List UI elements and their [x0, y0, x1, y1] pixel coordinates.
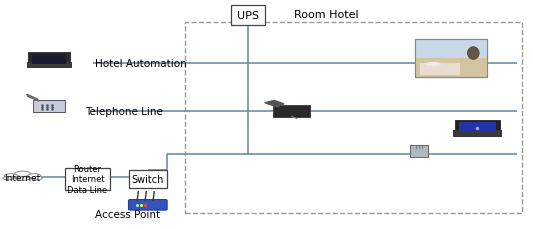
Text: Access Point: Access Point [94, 209, 160, 219]
Text: Router
Internet
Data Line: Router Internet Data Line [68, 164, 108, 194]
FancyBboxPatch shape [415, 39, 487, 77]
FancyBboxPatch shape [27, 63, 71, 68]
Ellipse shape [15, 177, 30, 180]
FancyBboxPatch shape [454, 131, 501, 136]
Ellipse shape [28, 174, 41, 178]
FancyBboxPatch shape [128, 171, 167, 188]
Text: Hotel Automation: Hotel Automation [95, 59, 187, 69]
FancyBboxPatch shape [415, 39, 487, 58]
FancyBboxPatch shape [455, 120, 499, 134]
FancyBboxPatch shape [459, 122, 496, 132]
Text: Room Hotel: Room Hotel [294, 10, 359, 19]
FancyBboxPatch shape [34, 100, 65, 113]
Polygon shape [27, 95, 39, 102]
Ellipse shape [14, 171, 30, 177]
FancyBboxPatch shape [231, 6, 265, 26]
Text: Switch: Switch [132, 174, 164, 184]
FancyBboxPatch shape [65, 168, 110, 190]
Ellipse shape [467, 48, 479, 60]
Polygon shape [265, 101, 284, 107]
FancyBboxPatch shape [410, 145, 428, 157]
FancyBboxPatch shape [32, 55, 67, 64]
Ellipse shape [4, 174, 18, 178]
FancyBboxPatch shape [419, 64, 460, 75]
FancyBboxPatch shape [415, 58, 487, 77]
FancyBboxPatch shape [128, 200, 167, 210]
FancyBboxPatch shape [273, 105, 310, 117]
Ellipse shape [3, 177, 13, 180]
Text: Telephone Line: Telephone Line [85, 106, 163, 116]
Text: Internet: Internet [4, 173, 41, 182]
Text: UPS: UPS [237, 11, 259, 21]
Ellipse shape [425, 63, 441, 67]
Ellipse shape [32, 177, 42, 180]
FancyBboxPatch shape [28, 53, 70, 66]
